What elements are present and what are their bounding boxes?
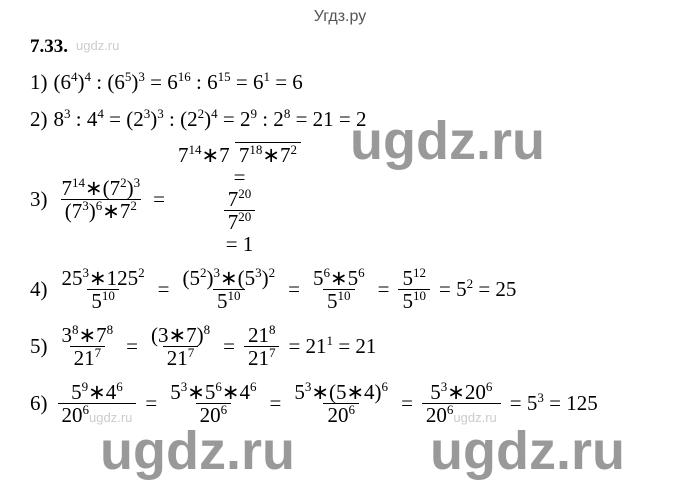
equation-line-2: 2) 83 : 44 = (23)3 : (22)4 = 29 : 28 = 2…: [30, 107, 660, 132]
expr: 83 : 44 = (23)3 : (22)4 = 29 : 28 = 21 =…: [54, 107, 367, 132]
equals: =: [234, 166, 246, 188]
fraction: 53∗56∗46 206: [166, 381, 260, 426]
equals: =: [223, 334, 235, 359]
result: = 1: [226, 233, 254, 255]
fraction: 56∗56 510: [309, 267, 369, 312]
equation-line-1: 1) (64)4 : (65)3 = 616 : 615 = 61 = 6: [30, 70, 660, 95]
line-index: 3): [30, 187, 48, 212]
watermark-big: ugdz.ru: [430, 420, 625, 482]
equals: =: [158, 277, 170, 302]
result: = 211 = 21: [288, 334, 376, 359]
fraction: 53∗(5∗4)6 206: [290, 381, 392, 426]
equals: =: [378, 277, 390, 302]
equals: =: [401, 391, 413, 416]
content-area: 7.33. ugdz.ru 1) (64)4 : (65)3 = 616 : 6…: [0, 26, 680, 427]
equals: =: [126, 334, 138, 359]
fraction: 53∗206 206ugdz.ru: [422, 381, 501, 426]
result: = 53 = 125: [510, 391, 598, 416]
fraction: 512 510: [398, 267, 430, 312]
line-index: 2): [30, 107, 48, 132]
fraction: 59∗46 206ugdz.ru: [58, 381, 137, 426]
fraction: 714∗7 718∗72 = 720 720 = 1: [174, 144, 305, 255]
equation-line-6: 6) 59∗46 206ugdz.ru = 53∗56∗46 206 = 53∗…: [30, 381, 660, 426]
fraction: 253∗1252 510: [58, 267, 149, 312]
watermark-small-top: ugdz.ru: [76, 38, 119, 53]
exercise-row: 7.33. ugdz.ru: [30, 36, 660, 58]
equals: =: [270, 391, 282, 416]
equals: =: [145, 391, 157, 416]
expr: (64)4 : (65)3 = 616 : 615 = 61 = 6: [54, 70, 303, 95]
fraction: 38∗78 217: [58, 324, 118, 369]
equals: =: [153, 187, 165, 212]
exercise-number: 7.33.: [30, 36, 68, 57]
fraction: (3∗7)8 217: [147, 324, 214, 369]
line-index: 5): [30, 334, 48, 359]
line-index: 1): [30, 70, 48, 95]
line-index: 6): [30, 391, 48, 416]
page-header: Угдз.ру: [0, 0, 680, 26]
fraction: 720 720: [224, 188, 256, 233]
fraction: (52)3∗(53)2 510: [178, 267, 279, 312]
equation-line-4: 4) 253∗1252 510 = (52)3∗(53)2 510 = 56∗5…: [30, 267, 660, 312]
fraction: 218 217: [244, 324, 280, 369]
header-text: Угдз.ру: [314, 8, 366, 25]
watermark-big: ugdz.ru: [100, 420, 295, 482]
equation-line-3: 3) 714∗(72)3 (73)6∗72 = 714∗7 718∗72 = 7…: [30, 144, 660, 255]
result: = 52 = 25: [439, 277, 516, 302]
equation-line-5: 5) 38∗78 217 = (3∗7)8 217 = 218 217 = 21…: [30, 324, 660, 369]
equals: =: [288, 277, 300, 302]
fraction: 714∗(72)3 (73)6∗72: [58, 177, 145, 222]
line-index: 4): [30, 277, 48, 302]
